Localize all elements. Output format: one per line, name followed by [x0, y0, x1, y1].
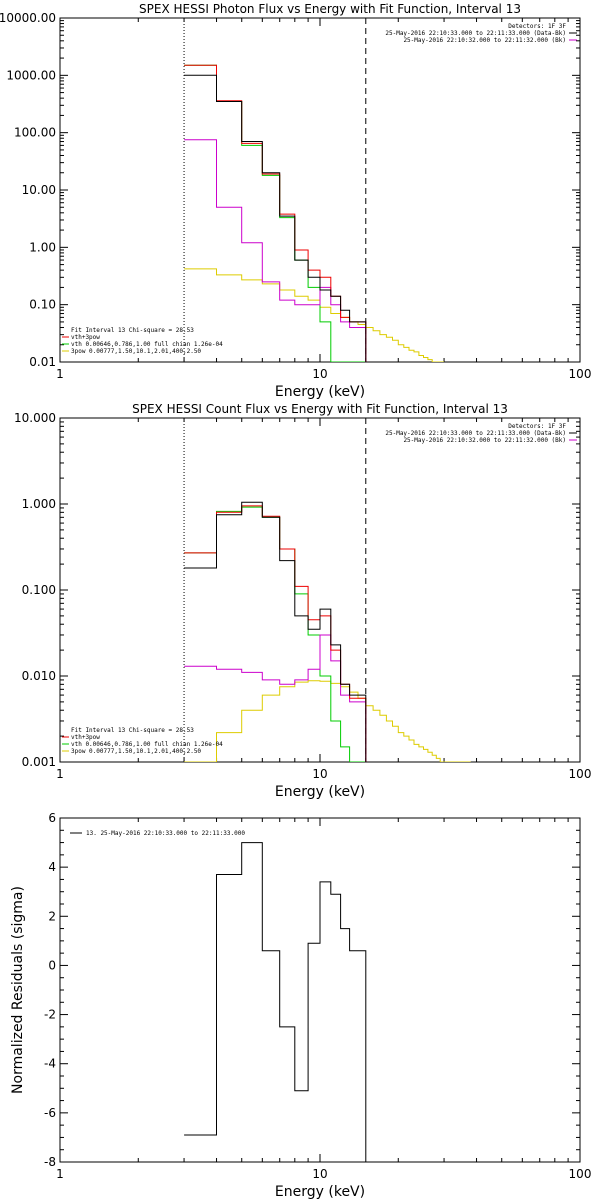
count-flux-title: SPEX HESSI Count Flux vs Energy with Fit… [132, 402, 508, 416]
y-tick-label: 2 [48, 909, 56, 923]
y-tick-label: 4 [48, 860, 56, 874]
x-tick-label: 100 [569, 767, 592, 781]
y-tick-label: 0 [48, 958, 56, 972]
series-line [184, 634, 367, 762]
series-line [184, 268, 445, 362]
x-axis-label: Energy (keV) [275, 384, 365, 400]
y-tick-label: 10.000 [14, 411, 56, 425]
series-line [184, 74, 367, 362]
y-tick-label: 1.000 [22, 497, 56, 511]
x-tick-label: 10 [312, 1167, 327, 1181]
legend-entry: 25-May-2016 22:10:33.000 to 22:11:33.000… [385, 30, 566, 37]
series-line [184, 506, 366, 762]
x-tick-label: 100 [569, 367, 592, 381]
series-line [184, 64, 367, 362]
legend-entry: 3pow 0.00777,1.50,10.1,2.01,400,2.50 [71, 348, 201, 355]
x-tick-label: 10 [312, 767, 327, 781]
legend-entry: 13. 25-May-2016 22:10:33.000 to 22:11:33… [86, 830, 245, 837]
photon-flux-panel: SPEX HESSI Photon Flux vs Energy with Fi… [0, 2, 591, 400]
series-line [184, 680, 471, 762]
legend-entry: 25-May-2016 22:10:33.000 to 22:11:33.000… [385, 430, 566, 437]
legend-entry: 25-May-2016 22:10:32.000 to 22:11:32.000… [403, 37, 566, 44]
residuals-panel: 1 10 100 Energy (keV) -8 -6 -4 -2 0 2 4 6 Normalized… [10, 811, 591, 1200]
series-line [184, 139, 367, 362]
x-tick-label: 1 [56, 367, 64, 381]
legend-entry: Detectors: 1F 3F [508, 423, 566, 430]
legend-entry: 25-May-2016 22:10:32.000 to 22:11:32.000… [403, 437, 566, 444]
count-flux-panel: SPEX HESSI Count Flux vs Energy with Fit… [14, 402, 591, 800]
legend-entry: Detectors: 1F 3F [508, 23, 566, 30]
plot-frame [59, 817, 581, 1163]
y-tick-label: 100.00 [14, 126, 56, 140]
y-tick-label: 1.00 [29, 240, 56, 254]
series-line [184, 842, 367, 1162]
photon-flux-title: SPEX HESSI Photon Flux vs Energy with Fi… [139, 2, 521, 16]
legend-entry: 3pow 0.00777,1.50,10.1,2.01,400,2.50 [71, 748, 201, 755]
y-tick-label: -2 [44, 1008, 56, 1022]
y-tick-label: 6 [48, 811, 56, 825]
x-tick-label: 1 [56, 1167, 64, 1181]
legend-entry: vth 0.00646,0.786,1.00 full chian 1.26e-… [71, 741, 223, 748]
y-axis-label: Normalized Residuals (sigma) [10, 886, 26, 1094]
y-tick-label: -8 [44, 1155, 56, 1169]
x-tick-label: 100 [569, 1167, 592, 1181]
y-tick-label: 0.01 [29, 355, 56, 369]
legend-entry: vth+3pow [71, 734, 100, 741]
x-axis-label: Energy (keV) [275, 1184, 365, 1200]
legend-entry: vth 0.00646,0.786,1.00 full chian 1.26e-… [71, 341, 223, 348]
legend-entry: Fit Interval 13 Chi-square = 28.53 [71, 327, 194, 334]
x-tick-label: 10 [312, 367, 327, 381]
series-line [184, 501, 367, 762]
y-tick-label: 0.100 [22, 583, 56, 597]
legend-entry: vth+3pow [71, 334, 100, 341]
series-line [184, 505, 367, 762]
y-tick-label: 0.010 [22, 669, 56, 683]
y-tick-label: -4 [44, 1057, 56, 1071]
plot-frame [59, 417, 581, 763]
series-line [184, 64, 366, 362]
y-tick-label: 0.10 [29, 298, 56, 312]
y-tick-label: 0.001 [22, 755, 56, 769]
y-tick-label: 1000.00 [6, 68, 56, 82]
y-tick-label: -6 [44, 1106, 56, 1120]
y-tick-label: 10.00 [22, 183, 56, 197]
x-axis-label: Energy (keV) [275, 784, 365, 800]
y-tick-label: 10000.00 [0, 11, 56, 25]
legend-entry: Fit Interval 13 Chi-square = 28.53 [71, 727, 194, 734]
x-tick-label: 1 [56, 767, 64, 781]
